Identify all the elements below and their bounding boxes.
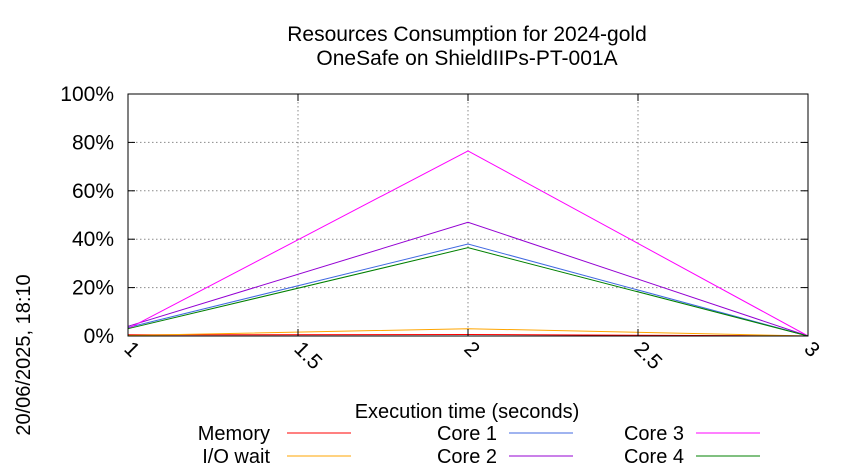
legend-label: Memory (198, 423, 270, 445)
x-tick-label: 3 (799, 337, 824, 362)
y-tick-label: 80% (72, 131, 114, 154)
y-tick-label: 0% (84, 325, 114, 348)
x-axis-label: Execution time (seconds) (355, 401, 580, 423)
chart-title-line-2: OneSafe on ShieldIIPs-PT-001A (316, 47, 617, 70)
axis-ticks: 0% 20% 40% 60% 80% 100% 1 1.5 2 2.5 3 (60, 83, 824, 374)
y-tick-label: 20% (72, 277, 114, 300)
chart-title-line-1: Resources Consumption for 2024-gold (287, 23, 647, 46)
y-tick-label: 60% (72, 180, 114, 203)
legend-label: I/O wait (202, 446, 270, 468)
series-line (127, 243, 809, 337)
grid-lines (128, 94, 808, 336)
x-tick-label: 1.5 (289, 337, 326, 374)
series-line (127, 328, 809, 337)
y-tick-label: 40% (72, 228, 114, 251)
x-tick-label: 2.5 (629, 337, 666, 374)
series-line (127, 221, 809, 337)
x-tick-label: 1 (119, 337, 144, 362)
legend-label: Core 1 (437, 423, 497, 445)
series-line (127, 150, 809, 337)
y-tick-label: 100% (60, 83, 114, 106)
x-tick-label: 2 (459, 337, 484, 362)
legend-label: Core 2 (437, 446, 497, 468)
legend-label: Core 3 (624, 423, 684, 445)
legend-label: Core 4 (624, 446, 684, 468)
timestamp-label: 20/06/2025, 18:10 (13, 274, 35, 435)
series-line (127, 247, 809, 337)
